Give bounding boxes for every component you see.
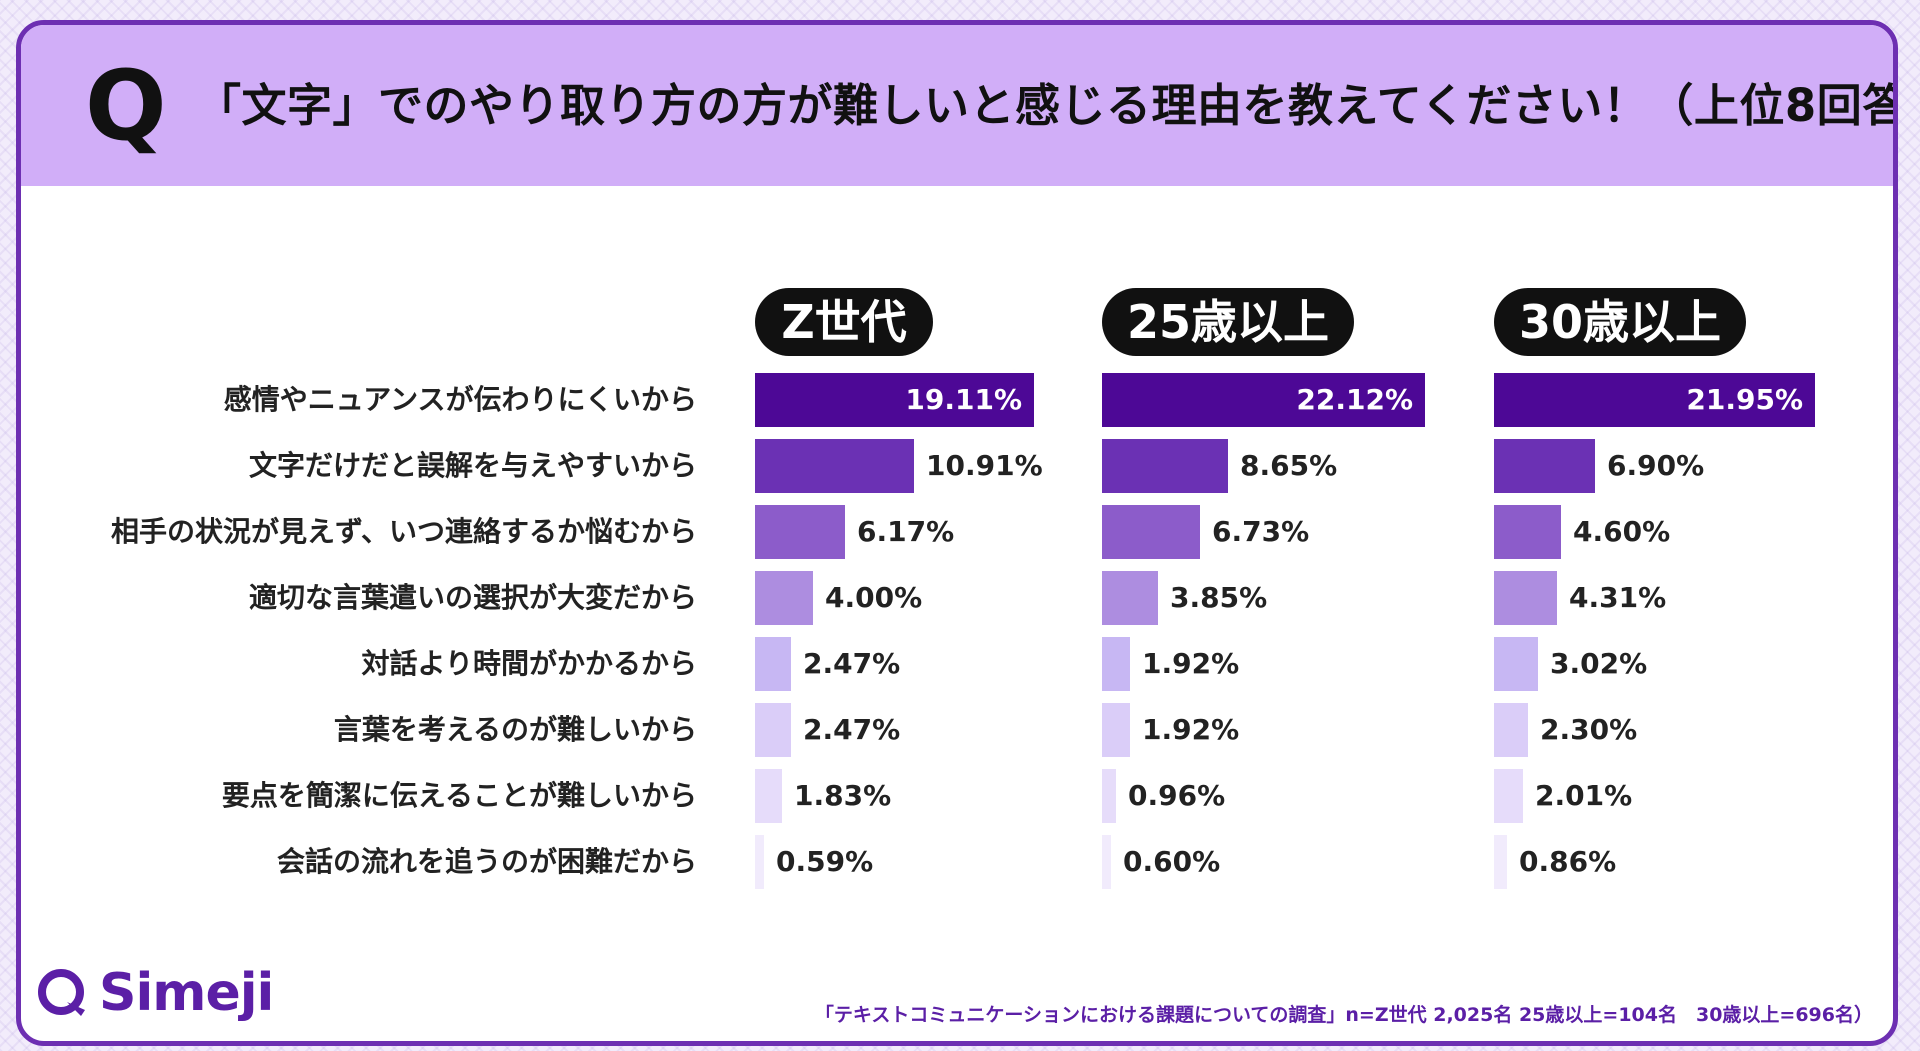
question-mark: Q [85,50,167,162]
value-label: 2.47% [803,713,901,746]
category-label: 要点を簡潔に伝えることが難しいから [221,779,697,812]
series-label: 30歳以上 [1494,288,1746,356]
value-label: 3.85% [1170,581,1268,614]
value-label: 21.95% [1686,383,1803,416]
value-label: 0.86% [1519,845,1617,878]
category-label: 適切な言葉遣いの選択が大変だから [248,581,697,614]
value-label: 6.17% [857,515,955,548]
value-label: 0.96% [1128,779,1226,812]
bar [755,439,914,493]
value-label: 6.90% [1607,449,1705,482]
value-label: 4.60% [1573,515,1671,548]
speech-bubble-q-icon [38,969,85,1016]
survey-footnote: 「テキストコミュニケーションにおける課題についての調査」n=Z世代 2,025名… [814,1004,1873,1026]
bar [755,373,1034,427]
series-label: Z世代 [755,288,933,356]
bar [1102,373,1425,427]
value-label: 10.91% [926,449,1043,482]
value-label: 1.83% [794,779,892,812]
bar [1494,373,1815,427]
bar [1494,571,1557,625]
bar [1102,439,1228,493]
question-title: 「文字」でのやり取り方の方が難しいと感じる理由を教えてください！（上位8回答） [196,79,1898,132]
value-label: 2.30% [1540,713,1638,746]
value-label: 0.59% [776,845,874,878]
bar [1494,505,1561,559]
bar [1102,703,1130,757]
bar [1102,505,1200,559]
bar [755,505,845,559]
bar [755,835,764,889]
value-label: 8.65% [1240,449,1338,482]
value-label: 4.00% [825,581,923,614]
value-label: 4.31% [1569,581,1667,614]
brand-name: Simeji [99,963,274,1023]
bar [755,703,791,757]
bar [1102,637,1130,691]
bar [755,637,791,691]
bar [755,769,782,823]
value-label: 19.11% [905,383,1022,416]
value-label: 6.73% [1212,515,1310,548]
bar [1494,703,1528,757]
value-label: 2.01% [1535,779,1633,812]
brand-logo: Simeji [31,958,274,1028]
bar [755,571,813,625]
category-label: 感情やニュアンスが伝わりにくいから [223,383,697,416]
value-label: 3.02% [1550,647,1648,680]
bar [1494,835,1507,889]
series-label: 25歳以上 [1102,288,1354,356]
survey-card: Q 「文字」でのやり取り方の方が難しいと感じる理由を教えてください！（上位8回答… [16,20,1898,1046]
bar [1102,769,1116,823]
bar [1102,835,1111,889]
value-label: 0.60% [1123,845,1221,878]
value-label: 1.92% [1142,647,1240,680]
value-label: 22.12% [1296,383,1413,416]
question-header: Q 「文字」でのやり取り方の方が難しいと感じる理由を教えてください！（上位8回答… [21,25,1893,186]
value-label: 1.92% [1142,713,1240,746]
bar [1494,439,1595,493]
bar [1102,571,1158,625]
category-label: 対話より時間がかかるから [361,647,697,680]
category-label: 言葉を考えるのが難しいから [333,713,697,746]
bar [1494,637,1538,691]
category-label: 会話の流れを追うのが困難だから [276,845,697,878]
category-label: 相手の状況が見えず、いつ連絡するか悩むから [110,515,697,548]
bar [1494,769,1523,823]
value-label: 2.47% [803,647,901,680]
category-label: 文字だけだと誤解を与えやすいから [248,449,697,482]
